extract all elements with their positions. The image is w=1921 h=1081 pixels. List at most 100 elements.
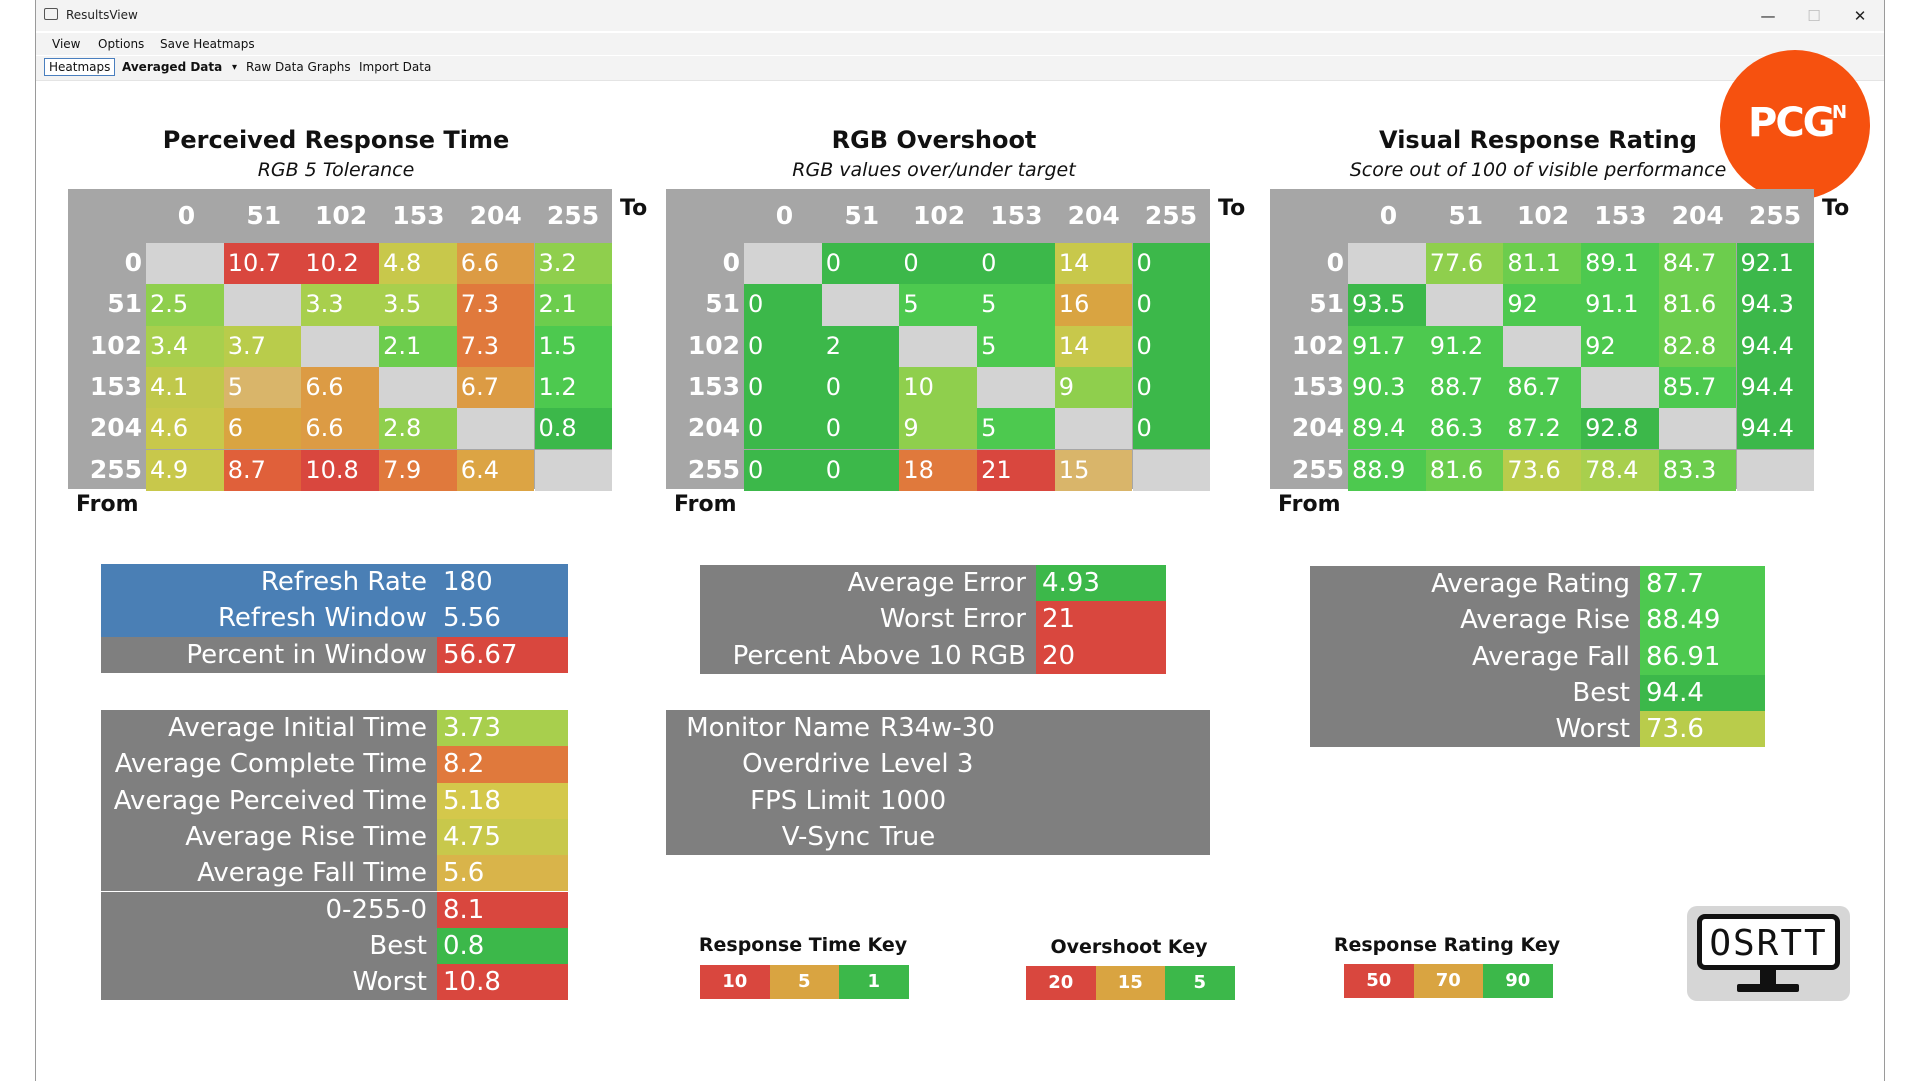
heatmap-row-header: 255 [687,454,740,484]
chevron-down-icon[interactable]: ▾ [232,62,238,73]
key-swatch: 5 [1165,966,1235,1000]
time-stat-row: Average Initial Time 3.73 [101,710,568,747]
time-stat-label: Average Complete Time [101,746,437,783]
heatmap-cell [1581,366,1659,409]
heatmap-row-header: 102 [89,330,142,360]
heatmap-cell: 0 [744,408,822,450]
time-stat-label: Average Initial Time [101,710,437,747]
heatmap-cell: 94.4 [1736,366,1815,409]
key-swatch: 5 [769,965,839,999]
heatmap-cell: 0 [744,366,822,409]
refresh-stat-row: Percent in Window 56.67 [101,636,568,673]
minimize-button[interactable]: — [1760,7,1776,25]
heatmap-cell [1132,449,1211,491]
heatmap-cell: 0 [744,449,822,491]
refresh-stat-row: Refresh Window 5.56 [101,600,568,637]
heatmap-column-header: 102 [913,201,966,230]
tool-bar: Heatmaps Averaged Data ▾ Raw Data Graphs… [36,56,1884,81]
refresh-stat-label: Refresh Window [101,600,437,637]
data-mode-dropdown[interactable]: Averaged Data [122,60,223,74]
heatmap-cell: 4.8 [379,243,457,285]
heatmap-cell: 0 [821,408,900,450]
heatmap-cell [379,366,457,409]
time-stat-value: 5.18 [437,782,568,819]
error-stat-value: 4.93 [1036,565,1166,602]
heatmap-column-header: 153 [990,201,1043,230]
heatmap-cell: 0 [1132,243,1211,285]
rating-stat-label: Average Fall [1310,638,1640,675]
time-stat-row: Average Rise Time 4.75 [101,818,568,856]
rating-stat-row: Average Rating 87.7 [1310,566,1765,603]
heatmap-column-header: 204 [1067,201,1120,230]
time-stat-row: Average Complete Time 8.2 [101,746,568,783]
heatmap-column-header: 0 [1379,201,1398,230]
heatmap-cell: 93.5 [1348,284,1426,326]
refresh-stat-value: 56.67 [437,636,568,673]
heatmap-cell: 2.8 [379,408,457,450]
heatmap-cell: 85.7 [1658,366,1737,409]
heatmap-cell: 10.7 [223,243,302,285]
time-stat-row: 0-255-0 8.1 [101,891,568,928]
error-stat-row: Worst Error 21 [700,601,1166,638]
close-button[interactable]: ✕ [1853,7,1867,25]
menu-save-heatmaps[interactable]: Save Heatmaps [160,37,255,51]
heatmap-cell: 0 [1132,325,1211,367]
heatmap-cell: 82.8 [1658,325,1737,367]
heatmap-cell: 89.4 [1348,408,1426,450]
heatmap-column-header: 255 [1144,201,1198,230]
heatmap-cell: 0 [1132,408,1211,450]
heatmap-cell: 6.6 [456,243,535,285]
heatmap-cell: 92.8 [1581,408,1659,450]
key-swatch: 10 [700,965,770,999]
heatmap-cell: 91.1 [1581,284,1659,326]
heatmap-cell: 18 [899,449,978,491]
monitor-info-panel [666,710,1210,855]
key-swatch: 90 [1483,964,1553,998]
heatmap-cell: 0 [1132,284,1211,326]
raw-data-graphs-link[interactable]: Raw Data Graphs [246,60,351,74]
heatmap-cell [1736,449,1815,491]
heatmap-cell: 9 [1054,366,1133,409]
rating-stat-label: Average Rating [1310,566,1640,603]
heatmap-cell: 6.6 [301,366,380,409]
heatmap-cell [534,449,613,491]
import-data-link[interactable]: Import Data [359,60,432,74]
menu-view[interactable]: View [52,37,81,51]
time-stat-label: Average Perceived Time [101,782,437,819]
heatmap-column-header: 51 [1448,201,1484,230]
heatmap-from-label: From [674,492,737,517]
rating-stat-value: 86.91 [1640,638,1765,675]
error-stat-label: Percent Above 10 RGB [700,637,1036,674]
heatmap-cell: 4.6 [146,408,224,450]
heatmap-column-header: 204 [469,201,522,230]
heatmap-cell: 92.1 [1736,243,1815,285]
heatmap-cell [146,243,224,285]
heatmap-cell: 87.2 [1503,408,1582,450]
heatmap-cell: 9 [899,408,978,450]
tab-heatmaps[interactable]: Heatmaps [44,58,116,76]
heatmap-cell: 94.4 [1736,408,1815,450]
key-title: Overshoot Key [1050,936,1208,958]
maximize-button[interactable]: ☐ [1807,7,1821,25]
heatmap-cell [301,325,380,367]
rating-stat-value: 88.49 [1640,602,1765,639]
key-swatch: 20 [1026,966,1096,1000]
menu-bar: View Options Save Heatmaps [36,33,1884,55]
heatmap-cell: 78.4 [1581,449,1659,491]
heatmap-cell: 5 [977,284,1055,326]
rating-stat-row: Worst 73.6 [1310,711,1765,748]
heatmap-column-header: 204 [1671,201,1724,230]
heatmap-cell: 7.9 [379,449,457,491]
heatmap-cell: 6.6 [301,408,380,450]
heatmap-subtitle: RGB 5 Tolerance [257,159,415,181]
heatmap-cell: 0 [744,284,822,326]
heatmap-cell: 8.7 [223,449,302,491]
time-stat-label: Best [101,927,437,965]
heatmap-cell: 3.7 [223,325,302,367]
menu-options[interactable]: Options [98,37,145,51]
heatmap-cell: 10.2 [301,243,380,285]
key-swatch: 70 [1413,964,1483,998]
heatmap-cell [821,284,900,326]
heatmap-cell: 6 [223,408,302,450]
heatmap-cell: 0 [977,243,1055,285]
